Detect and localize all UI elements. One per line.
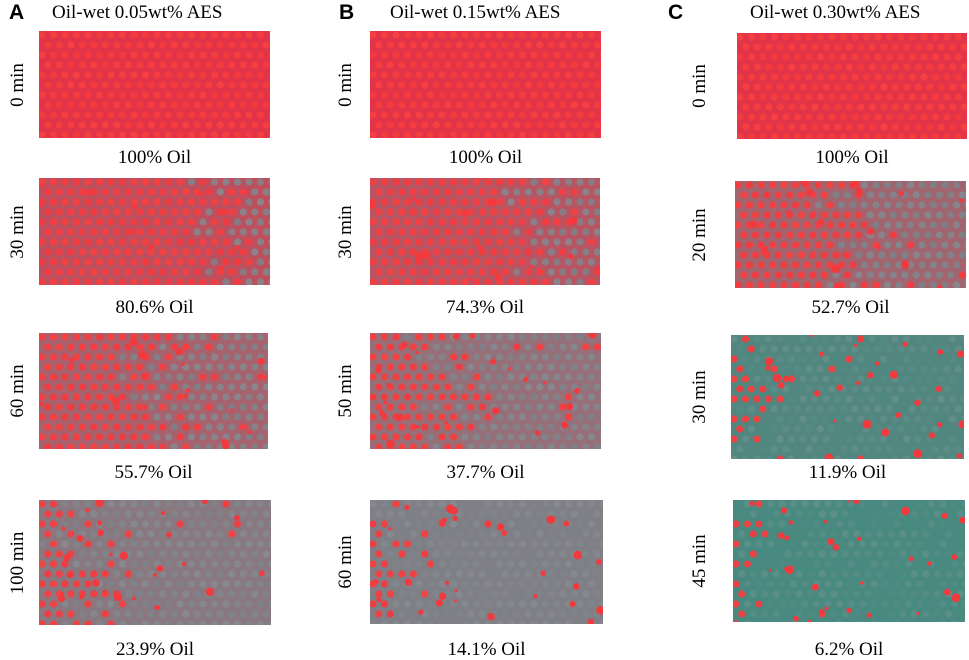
- time-label: 30 min: [689, 370, 710, 424]
- micromodel-image: [370, 333, 601, 449]
- time-label: 0 min: [335, 62, 356, 107]
- panel-title: Oil-wet 0.05wt% AES: [52, 2, 223, 23]
- micromodel-pore-network: [39, 333, 268, 449]
- micromodel-pore-network: [735, 181, 966, 288]
- oil-saturation-label: 100% Oil: [815, 147, 889, 168]
- time-label: 60 min: [7, 364, 28, 418]
- micromodel-pore-network: [731, 335, 964, 459]
- oil-saturation-label: 100% Oil: [448, 147, 523, 168]
- micromodel-image: [735, 181, 966, 288]
- micromodel-pore-network: [370, 31, 601, 138]
- oil-saturation-label: 6.2% Oil: [814, 639, 884, 660]
- micromodel-pore-network: [733, 500, 965, 622]
- oil-saturation-label: 52.7% Oil: [811, 297, 890, 318]
- time-label: 0 min: [689, 64, 710, 108]
- time-label: 45 min: [689, 534, 710, 588]
- panel-letter-b: B: [339, 1, 355, 24]
- micromodel-pore-network: [39, 500, 271, 625]
- time-label: 100 min: [7, 531, 28, 594]
- micromodel-image: [731, 335, 964, 459]
- micromodel-image: [370, 500, 603, 624]
- micromodel-pore-network: [370, 333, 601, 449]
- time-label: 50 min: [335, 364, 356, 418]
- micromodel-pore-network: [737, 33, 967, 139]
- panel-title: Oil-wet 0.15wt% AES: [390, 2, 561, 23]
- time-label: 30 min: [7, 204, 28, 259]
- oil-saturation-label: 11.9% Oil: [808, 462, 887, 483]
- oil-saturation-label: 55.7% Oil: [114, 462, 193, 483]
- oil-saturation-label: 14.1% Oil: [447, 639, 526, 660]
- panel-title: Oil-wet 0.30wt% AES: [750, 2, 921, 23]
- micromodel-pore-network: [39, 31, 270, 138]
- micromodel-image: [370, 178, 600, 285]
- time-label: 0 min: [7, 62, 28, 107]
- micromodel-image: [39, 500, 271, 625]
- micromodel-image: [733, 500, 965, 622]
- time-label: 60 min: [335, 535, 356, 589]
- panel-letter-a: A: [9, 1, 25, 24]
- time-label: 30 min: [335, 204, 356, 259]
- oil-saturation-label: 74.3% Oil: [445, 297, 525, 318]
- panel-letter-c: C: [668, 1, 684, 24]
- micromodel-image: [39, 31, 270, 138]
- micromodel-image: [370, 31, 601, 138]
- time-label: 20 min: [689, 207, 710, 262]
- micromodel-pore-network: [370, 500, 603, 624]
- micromodel-pore-network: [370, 178, 600, 285]
- oil-saturation-label: 23.9% Oil: [115, 639, 195, 660]
- micromodel-image: [737, 33, 967, 139]
- oil-saturation-label: 80.6% Oil: [115, 297, 194, 318]
- oil-saturation-label: 37.7% Oil: [446, 462, 525, 483]
- micromodel-pore-network: [39, 178, 270, 285]
- micromodel-image: [39, 333, 268, 449]
- micromodel-image: [39, 178, 270, 285]
- oil-saturation-label: 100% Oil: [117, 147, 192, 168]
